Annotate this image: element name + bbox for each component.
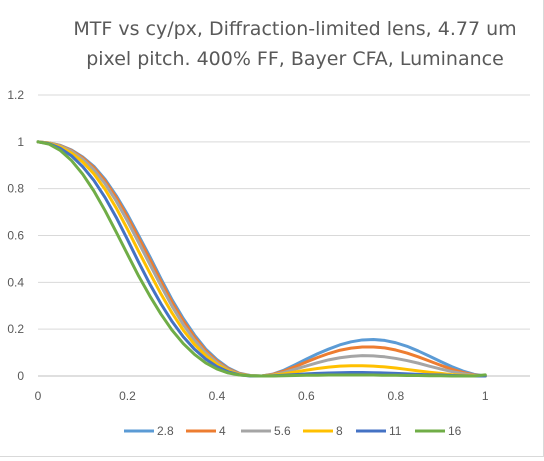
x-tick-label: 1 (482, 389, 489, 403)
series-line-5-6 (36, 140, 487, 378)
legend-label: 4 (219, 424, 226, 438)
x-tick-label: 0.4 (209, 389, 226, 403)
y-tick-label: 1 (17, 135, 24, 149)
legend: 2.8 4 5.6 8 11 16 (124, 424, 462, 438)
series-line-11 (36, 140, 487, 378)
legend-label: 8 (336, 424, 343, 438)
legend-label: 5.6 (274, 424, 291, 438)
x-tick-label: 0.8 (387, 389, 404, 403)
y-tick-label: 0.4 (7, 275, 24, 289)
y-tick-label: 0.8 (7, 182, 24, 196)
x-tick-label: 0.2 (119, 389, 136, 403)
y-tick-label: 0.6 (7, 229, 24, 243)
x-tick-label: 0 (35, 389, 42, 403)
axes: 0 0.2 0.4 0.6 0.8 1 1.2 0 0.2 0.4 0.6 0.8 1 (7, 88, 530, 403)
y-tick-label: 0 (17, 369, 24, 383)
series-line-4 (36, 140, 487, 378)
legend-label: 11 (389, 424, 402, 438)
x-tick-label: 0.6 (298, 389, 315, 403)
series-lines (36, 140, 487, 378)
series-line-8 (36, 140, 487, 378)
chart-title: MTF vs cy/px, Diffraction-limited lens, … (73, 18, 517, 70)
y-tick-label: 1.2 (7, 88, 24, 102)
gridlines (38, 94, 530, 330)
legend-label: 2.8 (157, 424, 174, 438)
series-line-16 (36, 140, 487, 378)
y-tick-label: 0.2 (7, 322, 24, 336)
legend-label: 16 (448, 424, 462, 438)
series-line-2-8 (36, 140, 487, 378)
